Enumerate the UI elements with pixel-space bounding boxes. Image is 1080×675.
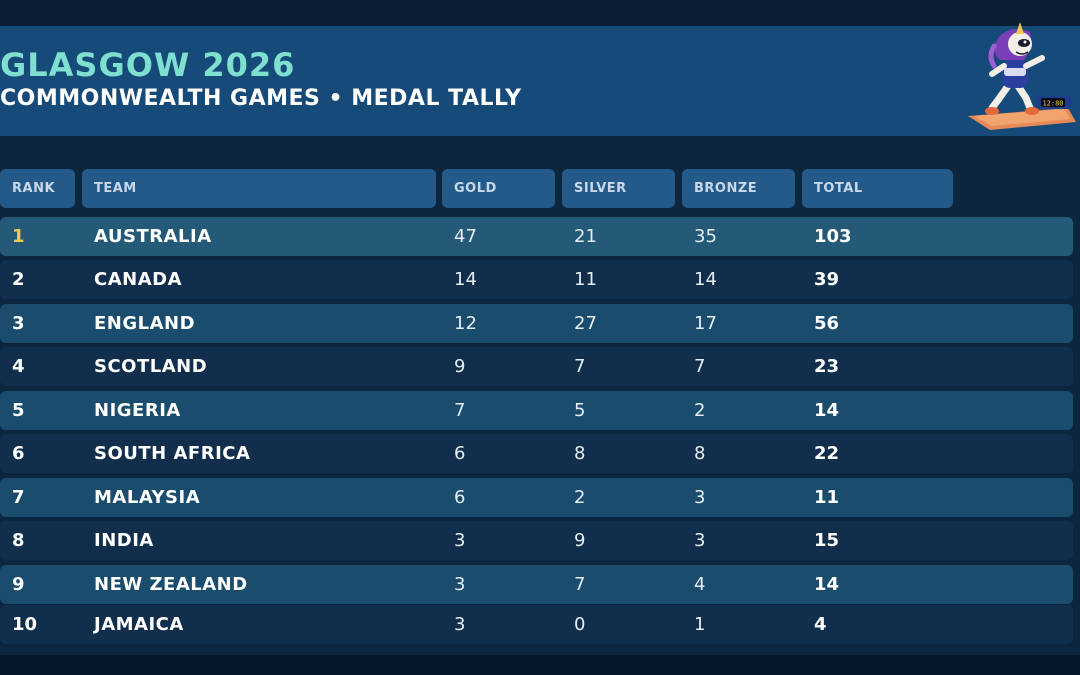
column-header-bronze[interactable]: BRONZE — [682, 169, 795, 208]
rank-cell: 1 — [12, 226, 25, 247]
silver-cell: 9 — [574, 530, 586, 551]
rank-cell: 3 — [12, 313, 25, 334]
total-cell: 22 — [814, 443, 840, 464]
column-header-silver[interactable]: SILVER — [562, 169, 675, 208]
top-strip — [0, 0, 1080, 26]
bronze-cell: 2 — [694, 400, 706, 421]
table-row[interactable]: 10 JAMAICA 3 0 1 4 — [0, 605, 1073, 644]
team-cell: NEW ZEALAND — [94, 574, 248, 595]
bronze-cell: 35 — [694, 226, 717, 247]
rank-cell: 7 — [12, 487, 25, 508]
gold-cell: 9 — [454, 356, 466, 377]
team-cell: MALAYSIA — [94, 487, 201, 508]
table-row[interactable]: 1 AUSTRALIA 47 21 35 103 — [0, 217, 1073, 256]
table-row[interactable]: 3 ENGLAND 12 27 17 56 — [0, 304, 1073, 343]
header-banner — [0, 26, 1080, 136]
team-cell: NIGERIA — [94, 400, 181, 421]
page-subtitle: COMMONWEALTH GAMES • MEDAL TALLY — [0, 86, 522, 111]
team-cell: JAMAICA — [94, 614, 184, 635]
bronze-cell: 4 — [694, 574, 706, 595]
team-cell: SOUTH AFRICA — [94, 443, 251, 464]
rank-cell: 9 — [12, 574, 25, 595]
silver-cell: 27 — [574, 313, 597, 334]
page-title: GLASGOW 2026 — [0, 46, 296, 84]
team-cell: AUSTRALIA — [94, 226, 212, 247]
table-row[interactable]: 5 NIGERIA 7 5 2 14 — [0, 391, 1073, 430]
table-row[interactable]: 8 INDIA 3 9 3 15 — [0, 521, 1073, 560]
column-header-gold[interactable]: GOLD — [442, 169, 555, 208]
rank-cell: 5 — [12, 400, 25, 421]
total-cell: 39 — [814, 269, 840, 290]
total-cell: 11 — [814, 487, 840, 508]
column-header-total[interactable]: TOTAL — [802, 169, 953, 208]
team-cell: ENGLAND — [94, 313, 196, 334]
total-cell: 56 — [814, 313, 840, 334]
rank-cell: 10 — [12, 614, 38, 635]
total-cell: 15 — [814, 530, 840, 551]
silver-cell: 7 — [574, 356, 586, 377]
rank-cell: 4 — [12, 356, 25, 377]
gold-cell: 14 — [454, 269, 477, 290]
rank-cell: 8 — [12, 530, 25, 551]
gold-cell: 7 — [454, 400, 466, 421]
gold-cell: 3 — [454, 574, 466, 595]
table-row[interactable]: 9 NEW ZEALAND 3 7 4 14 — [0, 565, 1073, 604]
bronze-cell: 1 — [694, 614, 706, 635]
gold-cell: 12 — [454, 313, 477, 334]
team-cell: CANADA — [94, 269, 183, 290]
total-cell: 4 — [814, 614, 827, 635]
rank-cell: 6 — [12, 443, 25, 464]
gold-cell: 6 — [454, 443, 466, 464]
scoreboard-text: 12:80 — [1042, 100, 1063, 108]
bronze-cell: 7 — [694, 356, 706, 377]
silver-cell: 11 — [574, 269, 597, 290]
team-cell: SCOTLAND — [94, 356, 208, 377]
bronze-cell: 8 — [694, 443, 706, 464]
silver-cell: 21 — [574, 226, 597, 247]
total-cell: 23 — [814, 356, 840, 377]
team-cell: INDIA — [94, 530, 154, 551]
bronze-cell: 14 — [694, 269, 717, 290]
column-header-rank[interactable]: RANK — [0, 169, 75, 208]
table-row[interactable]: 4 SCOTLAND 9 7 7 23 — [0, 347, 1073, 386]
gold-cell: 6 — [454, 487, 466, 508]
silver-cell: 8 — [574, 443, 586, 464]
table-row[interactable]: 7 MALAYSIA 6 2 3 11 — [0, 478, 1073, 517]
mascot-illustration: 12:80 — [968, 22, 1076, 130]
silver-cell: 7 — [574, 574, 586, 595]
rank-cell: 2 — [12, 269, 25, 290]
silver-cell: 0 — [574, 614, 586, 635]
total-cell: 14 — [814, 574, 840, 595]
total-cell: 14 — [814, 400, 840, 421]
column-header-team[interactable]: TEAM — [82, 169, 436, 208]
silver-cell: 2 — [574, 487, 586, 508]
bottom-strip — [0, 655, 1080, 675]
gold-cell: 47 — [454, 226, 477, 247]
gold-cell: 3 — [454, 530, 466, 551]
bronze-cell: 3 — [694, 487, 706, 508]
gold-cell: 3 — [454, 614, 466, 635]
bronze-cell: 3 — [694, 530, 706, 551]
bronze-cell: 17 — [694, 313, 717, 334]
total-cell: 103 — [814, 226, 852, 247]
table-row[interactable]: 2 CANADA 14 11 14 39 — [0, 260, 1073, 299]
table-row[interactable]: 6 SOUTH AFRICA 6 8 8 22 — [0, 434, 1073, 473]
silver-cell: 5 — [574, 400, 586, 421]
